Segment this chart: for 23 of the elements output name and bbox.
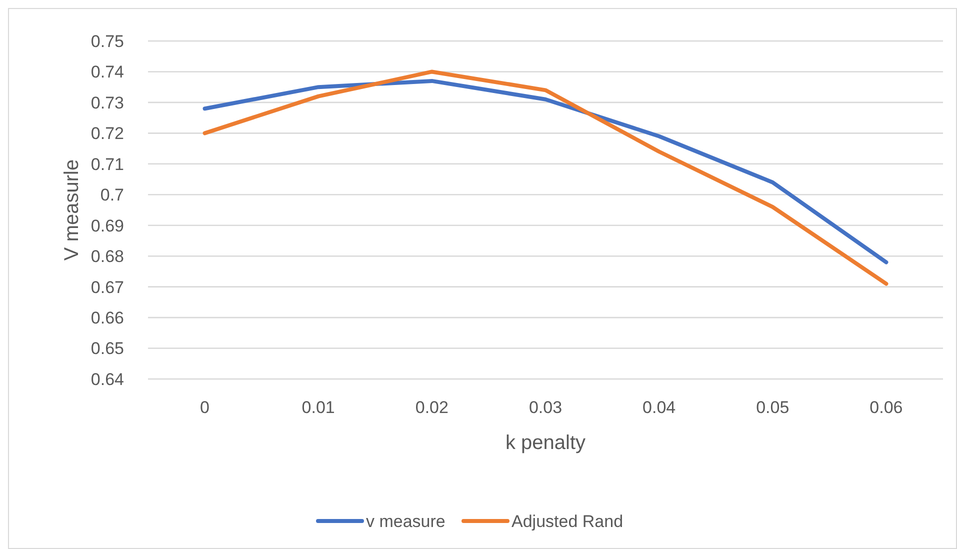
y-tick-label: 0.74 <box>90 62 124 82</box>
x-tick-label: 0.04 <box>642 398 676 417</box>
legend-label: Adjusted Rand <box>512 512 624 531</box>
y-tick-label: 0.73 <box>90 93 124 112</box>
x-tick-label: 0 <box>200 398 210 417</box>
y-tick-label: 0.7 <box>100 186 124 205</box>
x-tick-label: 0.03 <box>528 398 562 417</box>
y-tick-label: 0.66 <box>90 308 124 328</box>
y-axis-title: V measurle <box>61 159 83 261</box>
x-tick-label: 0.06 <box>870 398 903 417</box>
y-tick-label: 0.75 <box>90 32 124 51</box>
x-tick-label: 0.05 <box>756 398 790 417</box>
x-axis-title: k penalty <box>505 432 586 454</box>
y-tick-label: 0.72 <box>90 124 124 144</box>
y-tick-label: 0.71 <box>90 154 124 174</box>
y-tick-label: 0.68 <box>90 247 124 266</box>
y-tick-label: 0.64 <box>90 370 124 389</box>
y-tick-label: 0.67 <box>90 278 124 297</box>
x-tick-label: 0.01 <box>302 398 335 417</box>
x-tick-label: 0.02 <box>415 398 448 417</box>
y-tick-label: 0.65 <box>90 339 124 358</box>
legend-label: v measure <box>366 512 446 531</box>
y-tick-label: 0.69 <box>90 216 124 236</box>
